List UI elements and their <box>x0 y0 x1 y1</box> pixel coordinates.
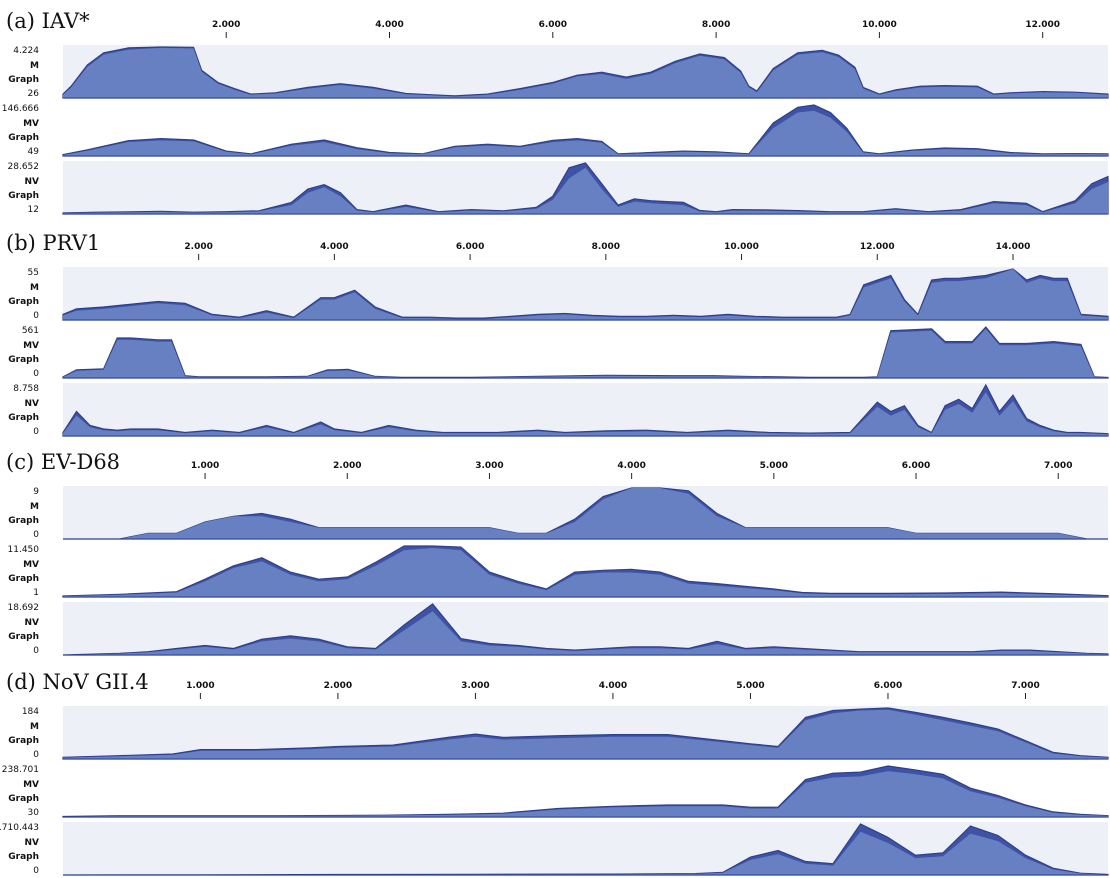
x-tick-label: 4.000 <box>375 20 403 30</box>
track-label-top: NV <box>25 838 40 848</box>
y-min-label: 0 <box>33 311 39 321</box>
y-max-label: 18.692 <box>8 603 40 613</box>
y-min-label: 0 <box>33 427 39 437</box>
x-tick-label: 12.000 <box>860 242 895 252</box>
x-tick-label: 2.000 <box>212 20 240 30</box>
track-label-top: MV <box>23 560 39 570</box>
x-tick-label: 3.000 <box>475 461 503 471</box>
area-series <box>63 47 1108 98</box>
x-tick-label: 5.000 <box>760 461 788 471</box>
x-tick-label: 14.000 <box>996 242 1031 252</box>
y-max-label: 8.758 <box>13 384 39 394</box>
track-label-top: NV <box>25 618 40 628</box>
y-max-label: 9 <box>33 487 39 497</box>
track-label-top: M <box>30 61 39 71</box>
area-series <box>63 269 1108 320</box>
track-label-top: M <box>30 722 39 732</box>
x-tick-label: 1.000 <box>191 461 219 471</box>
track-label-bottom: Graph <box>8 355 39 365</box>
area-series <box>63 709 1108 759</box>
x-tick-label: 3.000 <box>461 681 489 691</box>
y-max-label: 28.652 <box>8 162 40 172</box>
area-series <box>63 392 1108 436</box>
y-min-label: 30 <box>28 808 40 818</box>
panel-title: (b) PRV1 <box>6 231 100 255</box>
y-max-label: 184 <box>22 707 39 717</box>
track-label-top: NV <box>25 177 40 187</box>
y-min-label: 0 <box>33 866 39 876</box>
y-min-label: 0 <box>33 750 39 760</box>
x-tick-label: 4.000 <box>617 461 645 471</box>
x-tick-label: 6.000 <box>539 20 567 30</box>
x-tick-label: 6.000 <box>902 461 930 471</box>
y-max-label: 55 <box>28 268 39 278</box>
track-label-bottom: Graph <box>8 516 39 526</box>
x-tick-label: 6.000 <box>874 681 902 691</box>
x-tick-label: 10.000 <box>862 20 897 30</box>
x-tick-label: 4.000 <box>599 681 627 691</box>
x-tick-label: 12.000 <box>1025 20 1060 30</box>
track-label-top: M <box>30 502 39 512</box>
y-max-label: 238.701 <box>2 765 39 775</box>
area-series-outline <box>62 603 1109 656</box>
track-label-bottom: Graph <box>8 297 39 307</box>
y-min-label: 1 <box>33 588 39 598</box>
x-tick-label: 8.000 <box>702 20 730 30</box>
track-label-bottom: Graph <box>8 75 39 85</box>
y-max-label: 561 <box>22 326 39 336</box>
x-tick-label: 10.000 <box>724 242 759 252</box>
area-series <box>63 488 1108 539</box>
y-min-label: 26 <box>28 89 40 99</box>
track-label-top: MV <box>23 341 39 351</box>
x-tick-label: 2.000 <box>324 681 352 691</box>
x-tick-label: 7.000 <box>1011 681 1039 691</box>
track-label-top: MV <box>23 780 39 790</box>
x-tick-label: 1.000 <box>186 681 214 691</box>
y-max-label: 2.710.443 <box>0 823 39 833</box>
track-background <box>63 602 1108 655</box>
x-tick-label: 2.000 <box>333 461 361 471</box>
track-label-top: NV <box>25 399 40 409</box>
track-label-bottom: Graph <box>8 133 39 143</box>
track-label-top: M <box>30 283 39 293</box>
area-series <box>63 167 1108 214</box>
y-max-label: 11.450 <box>8 545 40 555</box>
track-label-bottom: Graph <box>8 191 39 201</box>
area-series <box>63 611 1108 655</box>
track-label-bottom: Graph <box>8 794 39 804</box>
x-tick-label: 2.000 <box>184 242 212 252</box>
y-min-label: 0 <box>33 369 39 379</box>
track-label-bottom: Graph <box>8 632 39 642</box>
x-tick-label: 4.000 <box>320 242 348 252</box>
x-tick-label: 7.000 <box>1044 461 1072 471</box>
track-label-bottom: Graph <box>8 736 39 746</box>
y-min-label: 0 <box>33 530 39 540</box>
track-label-bottom: Graph <box>8 852 39 862</box>
area-series <box>63 328 1108 378</box>
track-label-top: MV <box>23 119 39 129</box>
area-series <box>63 110 1108 156</box>
y-min-label: 12 <box>28 205 39 215</box>
panel-title: (c) EV-D68 <box>6 450 120 474</box>
x-tick-label: 8.000 <box>592 242 620 252</box>
track-label-bottom: Graph <box>8 413 39 423</box>
area-series <box>63 771 1108 817</box>
y-max-label: 4.224 <box>13 46 39 56</box>
x-tick-label: 5.000 <box>736 681 764 691</box>
y-min-label: 0 <box>33 646 39 656</box>
x-tick-label: 6.000 <box>456 242 484 252</box>
y-max-label: 146.666 <box>2 104 39 114</box>
y-min-label: 49 <box>28 147 40 157</box>
area-series <box>63 548 1108 597</box>
track-label-bottom: Graph <box>8 574 39 584</box>
area-series <box>63 831 1108 875</box>
panel-title: (a) IAV* <box>6 9 90 33</box>
panel-title: (d) NoV GII.4 <box>6 670 149 694</box>
